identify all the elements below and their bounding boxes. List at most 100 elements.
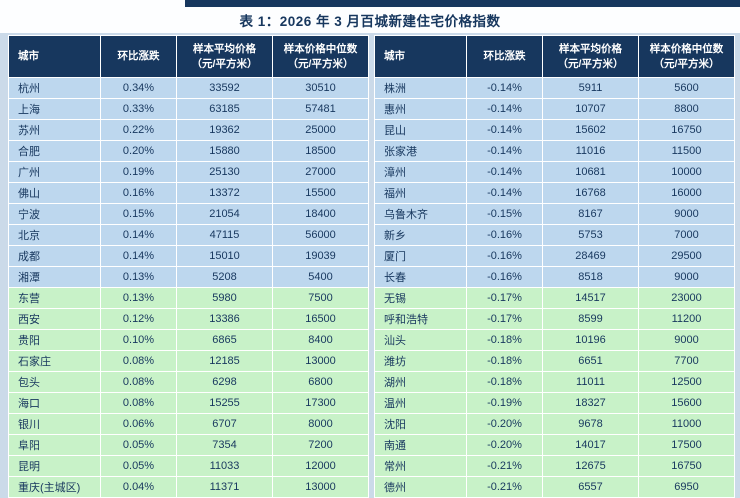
price-index-table-right: 城市 环比涨跌 样本平均价格 （元/平方米） 样本价格中位数 （元/平方米） 株洲 -0… bbox=[374, 35, 735, 498]
avg-price-cell: 13386 bbox=[176, 308, 273, 330]
table-row: 汕头 -0.18% 10196 9000 bbox=[374, 329, 735, 351]
change-cell: -0.17% bbox=[466, 308, 543, 330]
city-cell: 合肥 bbox=[8, 140, 101, 162]
city-cell: 佛山 bbox=[8, 182, 101, 204]
change-cell: 0.08% bbox=[100, 350, 177, 372]
change-cell: 0.13% bbox=[100, 266, 177, 288]
table-row: 银川 0.06% 6707 8000 bbox=[8, 413, 369, 435]
median-price-cell: 7000 bbox=[638, 224, 735, 246]
table-row: 惠州 -0.14% 10707 8800 bbox=[374, 98, 735, 120]
table-row: 石家庄 0.08% 12185 13000 bbox=[8, 350, 369, 372]
avg-price-cell: 10681 bbox=[542, 161, 639, 183]
table-row: 潍坊 -0.18% 6651 7700 bbox=[374, 350, 735, 372]
change-cell: -0.16% bbox=[466, 224, 543, 246]
median-price-cell: 25000 bbox=[272, 119, 369, 141]
avg-price-cell: 19362 bbox=[176, 119, 273, 141]
avg-price-cell: 12675 bbox=[542, 455, 639, 477]
city-cell: 上海 bbox=[8, 98, 101, 120]
city-cell: 德州 bbox=[374, 476, 467, 498]
avg-price-cell: 16768 bbox=[542, 182, 639, 204]
change-column-header: 环比涨跌 bbox=[100, 35, 177, 78]
change-cell: -0.19% bbox=[466, 392, 543, 414]
change-cell: -0.16% bbox=[466, 245, 543, 267]
median-price-cell: 11000 bbox=[638, 413, 735, 435]
table-body: 杭州 0.34% 33592 30510 上海 0.33% 63185 57481 苏州 0.22… bbox=[8, 77, 369, 498]
change-cell: 0.16% bbox=[100, 182, 177, 204]
avg-price-cell: 47115 bbox=[176, 224, 273, 246]
city-cell: 昆明 bbox=[8, 455, 101, 477]
change-cell: 0.19% bbox=[100, 161, 177, 183]
median-price-cell: 7500 bbox=[272, 287, 369, 309]
city-cell: 南通 bbox=[374, 434, 467, 456]
median-price-cell: 9000 bbox=[638, 329, 735, 351]
avg-price-cell: 10707 bbox=[542, 98, 639, 120]
table-row: 苏州 0.22% 19362 25000 bbox=[8, 119, 369, 141]
median-price-cell: 15600 bbox=[638, 392, 735, 414]
median-price-cell: 27000 bbox=[272, 161, 369, 183]
median-price-cell: 9000 bbox=[638, 266, 735, 288]
avg-price-cell: 9678 bbox=[542, 413, 639, 435]
avg-price-cell: 7354 bbox=[176, 434, 273, 456]
city-cell: 漳州 bbox=[374, 161, 467, 183]
table-row: 湘潭 0.13% 5208 5400 bbox=[8, 266, 369, 288]
median-price-cell: 13000 bbox=[272, 476, 369, 498]
tables-container: 城市 环比涨跌 样本平均价格 （元/平方米） 样本价格中位数 （元/平方米） 杭州 0.… bbox=[0, 33, 740, 498]
median-price-cell: 13000 bbox=[272, 350, 369, 372]
avg-price-cell: 15602 bbox=[542, 119, 639, 141]
median-price-cell: 11500 bbox=[638, 140, 735, 162]
avg-price-cell: 14017 bbox=[542, 434, 639, 456]
city-cell: 宁波 bbox=[8, 203, 101, 225]
change-cell: 0.08% bbox=[100, 371, 177, 393]
city-cell: 杭州 bbox=[8, 77, 101, 99]
avg-price-cell: 25130 bbox=[176, 161, 273, 183]
avg-price-cell: 15255 bbox=[176, 392, 273, 414]
table-row: 长春 -0.16% 8518 9000 bbox=[374, 266, 735, 288]
change-cell: 0.33% bbox=[100, 98, 177, 120]
city-cell: 广州 bbox=[8, 161, 101, 183]
avg-price-cell: 8599 bbox=[542, 308, 639, 330]
median-price-cell: 18400 bbox=[272, 203, 369, 225]
table-row: 昆明 0.05% 11033 12000 bbox=[8, 455, 369, 477]
header-row: 城市 环比涨跌 样本平均价格 （元/平方米） 样本价格中位数 （元/平方米） bbox=[8, 35, 369, 78]
city-cell: 株洲 bbox=[374, 77, 467, 99]
city-cell: 成都 bbox=[8, 245, 101, 267]
change-cell: -0.14% bbox=[466, 98, 543, 120]
header-row: 城市 环比涨跌 样本平均价格 （元/平方米） 样本价格中位数 （元/平方米） bbox=[374, 35, 735, 78]
avg-price-cell: 18327 bbox=[542, 392, 639, 414]
table-row: 呼和浩特 -0.17% 8599 11200 bbox=[374, 308, 735, 330]
change-cell: 0.15% bbox=[100, 203, 177, 225]
median-price-cell: 17300 bbox=[272, 392, 369, 414]
table-row: 张家港 -0.14% 11016 11500 bbox=[374, 140, 735, 162]
city-cell: 湘潭 bbox=[8, 266, 101, 288]
city-cell: 厦门 bbox=[374, 245, 467, 267]
median-price-cell: 5600 bbox=[638, 77, 735, 99]
median-price-cell: 7200 bbox=[272, 434, 369, 456]
avg-price-column-header: 样本平均价格 （元/平方米） bbox=[542, 35, 639, 78]
avg-price-cell: 5911 bbox=[542, 77, 639, 99]
table-row: 沈阳 -0.20% 9678 11000 bbox=[374, 413, 735, 435]
median-price-cell: 12000 bbox=[272, 455, 369, 477]
avg-price-cell: 21054 bbox=[176, 203, 273, 225]
table-row: 佛山 0.16% 13372 15500 bbox=[8, 182, 369, 204]
change-cell: -0.20% bbox=[466, 413, 543, 435]
median-price-column-header: 样本价格中位数 （元/平方米） bbox=[638, 35, 735, 78]
median-price-cell: 8400 bbox=[272, 329, 369, 351]
avg-price-cell: 8518 bbox=[542, 266, 639, 288]
median-price-cell: 30510 bbox=[272, 77, 369, 99]
table-row: 杭州 0.34% 33592 30510 bbox=[8, 77, 369, 99]
median-price-cell: 8000 bbox=[272, 413, 369, 435]
city-cell: 东营 bbox=[8, 287, 101, 309]
city-cell: 沈阳 bbox=[374, 413, 467, 435]
city-cell: 北京 bbox=[8, 224, 101, 246]
table-row: 海口 0.08% 15255 17300 bbox=[8, 392, 369, 414]
title-band: 表 1：2026 年 3 月百城新建住宅价格指数 bbox=[0, 0, 740, 33]
avg-price-cell: 6865 bbox=[176, 329, 273, 351]
table-body: 株洲 -0.14% 5911 5600 惠州 -0.14% 10707 8800 昆山 -0.14… bbox=[374, 77, 735, 498]
table-row: 南通 -0.20% 14017 17500 bbox=[374, 434, 735, 456]
city-cell: 阜阳 bbox=[8, 434, 101, 456]
table-header: 城市 环比涨跌 样本平均价格 （元/平方米） 样本价格中位数 （元/平方米） bbox=[374, 35, 735, 78]
avg-price-cell: 6298 bbox=[176, 371, 273, 393]
change-cell: 0.06% bbox=[100, 413, 177, 435]
median-price-cell: 23000 bbox=[638, 287, 735, 309]
